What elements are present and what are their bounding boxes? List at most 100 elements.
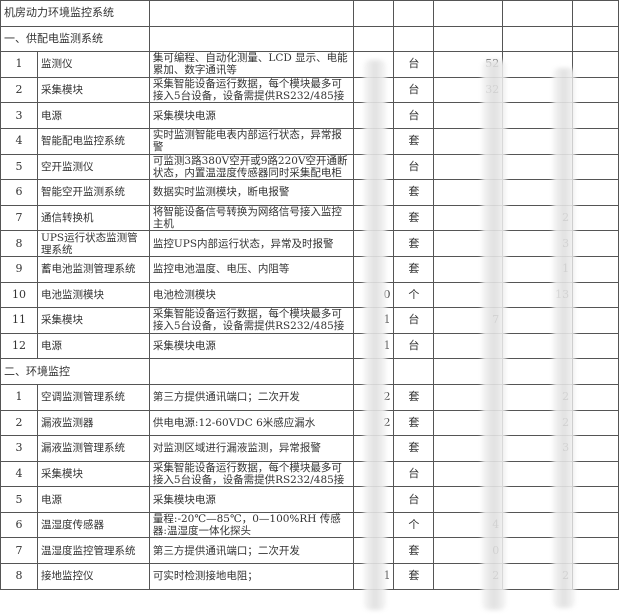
empty-cell[interactable] (572, 230, 619, 257)
row-number[interactable]: 6 (0, 179, 38, 206)
item-name[interactable]: 电池监测模块 (36, 281, 150, 309)
empty-cell[interactable] (572, 460, 619, 488)
item-name[interactable]: 采集模块 (36, 460, 150, 488)
item-description[interactable]: 采集模块电源 (148, 332, 354, 360)
item-description[interactable]: 对监测区域进行漏液监测，异常报警 (148, 435, 354, 462)
item-name[interactable]: 接地监控仪 (36, 563, 150, 590)
item-description[interactable]: 采集智能设备运行数据，每个模块最多可接入5台设备，设备需提供RS232/485接 (148, 307, 354, 334)
item-name[interactable]: 漏液监测器 (36, 409, 150, 437)
empty-cell[interactable] (502, 25, 574, 53)
empty-cell[interactable] (572, 537, 619, 565)
unit[interactable]: 个 (393, 511, 435, 539)
item-name[interactable]: 电源 (36, 332, 150, 360)
row-number[interactable]: 8 (0, 230, 38, 257)
empty-cell[interactable] (148, 25, 354, 53)
item-name[interactable]: 监测仪 (36, 51, 150, 78)
item-name[interactable]: 通信转换机 (36, 204, 150, 232)
item-name[interactable]: 漏液监测管理系统 (36, 435, 150, 462)
unit[interactable]: 套 (393, 409, 435, 437)
row-number[interactable]: 5 (0, 153, 38, 181)
empty-cell[interactable] (502, 0, 574, 27)
empty-cell[interactable] (433, 25, 504, 53)
empty-cell[interactable] (572, 0, 619, 27)
row-number[interactable]: 9 (0, 255, 38, 283)
item-name[interactable]: 温湿度监控管理系统 (36, 537, 150, 565)
empty-cell[interactable] (393, 0, 435, 27)
item-description[interactable]: 采集智能设备运行数据，每个模块最多可接入5台设备，设备需提供RS232/485接 (148, 460, 354, 488)
row-number[interactable]: 7 (0, 537, 38, 565)
item-description[interactable]: 监控UPS内部运行状态，异常及时报警 (148, 230, 354, 257)
item-name[interactable]: 智能配电监控系统 (36, 127, 150, 155)
section-header-label[interactable]: 二、环境监控 (0, 358, 150, 385)
item-name[interactable]: 空调监测管理系统 (36, 383, 150, 411)
row-number[interactable]: 2 (0, 409, 38, 437)
empty-cell[interactable] (572, 332, 619, 360)
unit[interactable]: 套 (393, 383, 435, 411)
item-name[interactable]: 电源 (36, 102, 150, 129)
item-name[interactable]: 采集模块 (36, 307, 150, 334)
item-description[interactable]: 采集智能设备运行数据，每个模块最多可接入5台设备，设备需提供RS232/485接 (148, 76, 354, 104)
item-name[interactable]: 智能空开监测系统 (36, 179, 150, 206)
unit[interactable]: 套 (393, 127, 435, 155)
item-description[interactable]: 第三方提供通讯端口；二次开发 (148, 537, 354, 565)
row-number[interactable]: 1 (0, 383, 38, 411)
unit[interactable]: 台 (393, 332, 435, 360)
empty-cell[interactable] (572, 255, 619, 283)
unit[interactable]: 套 (393, 179, 435, 206)
unit[interactable]: 台 (393, 486, 435, 513)
item-description[interactable]: 监控电池温度、电压、内阻等 (148, 255, 354, 283)
item-name[interactable]: 电源 (36, 486, 150, 513)
item-description[interactable]: 可监测3路380V空开或9路220V空开通断状态，内置温湿度传感器同时采集配电柜… (148, 153, 354, 181)
empty-cell[interactable] (572, 358, 619, 385)
empty-cell[interactable] (572, 179, 619, 206)
row-number[interactable]: 1 (0, 51, 38, 78)
item-name[interactable]: 采集模块 (36, 76, 150, 104)
empty-cell[interactable] (148, 0, 354, 27)
unit[interactable]: 套 (393, 537, 435, 565)
row-number[interactable]: 4 (0, 127, 38, 155)
row-number[interactable]: 4 (0, 460, 38, 488)
row-number[interactable]: 2 (0, 76, 38, 104)
empty-cell[interactable] (572, 409, 619, 437)
empty-cell[interactable] (393, 358, 435, 385)
item-description[interactable]: 实时监测智能电表内部运行状态，异常报警 (148, 127, 354, 155)
row-number[interactable]: 3 (0, 102, 38, 129)
item-description[interactable]: 第三方提供通讯端口；二次开发 (148, 383, 354, 411)
unit[interactable]: 套 (393, 204, 435, 232)
item-description[interactable]: 采集模块电源 (148, 102, 354, 129)
unit[interactable]: 台 (393, 102, 435, 129)
row-number[interactable]: 3 (0, 435, 38, 462)
unit[interactable]: 套 (393, 435, 435, 462)
item-description[interactable]: 可实时检测接地电阻； (148, 563, 354, 590)
empty-cell[interactable] (572, 153, 619, 181)
item-name[interactable]: 蓄电池监测管理系统 (36, 255, 150, 283)
item-description[interactable]: 供电电源:12-60VDC 6米感应漏水 (148, 409, 354, 437)
item-description[interactable]: 将智能设备信号转换为网络信号接入监控主机 (148, 204, 354, 232)
empty-cell[interactable] (572, 51, 619, 78)
title-row-label[interactable]: 机房动力环境监控系统 (0, 0, 150, 27)
row-number[interactable]: 5 (0, 486, 38, 513)
empty-cell[interactable] (572, 25, 619, 53)
unit[interactable]: 台 (393, 460, 435, 488)
item-description[interactable]: 数据实时监测模块，断电报警 (148, 179, 354, 206)
empty-cell[interactable] (572, 102, 619, 129)
unit[interactable]: 套 (393, 255, 435, 283)
row-number[interactable]: 7 (0, 204, 38, 232)
empty-cell[interactable] (433, 0, 504, 27)
item-description[interactable]: 集可编程、自动化测量、LCD 显示、电能累加、数字通讯等 (148, 51, 354, 78)
empty-cell[interactable] (572, 563, 619, 590)
item-description[interactable]: 采集模块电源 (148, 486, 354, 513)
empty-cell[interactable] (572, 486, 619, 513)
empty-cell[interactable] (572, 281, 619, 309)
row-number[interactable]: 12 (0, 332, 38, 360)
unit[interactable]: 台 (393, 76, 435, 104)
empty-cell[interactable] (393, 25, 435, 53)
item-name[interactable]: 温湿度传感器 (36, 511, 150, 539)
unit[interactable]: 台 (393, 307, 435, 334)
empty-cell[interactable] (572, 511, 619, 539)
row-number[interactable]: 8 (0, 563, 38, 590)
row-number[interactable]: 10 (0, 281, 38, 309)
section-header-label[interactable]: 一、供配电监测系统 (0, 25, 150, 53)
row-number[interactable]: 6 (0, 511, 38, 539)
empty-cell[interactable] (572, 76, 619, 104)
